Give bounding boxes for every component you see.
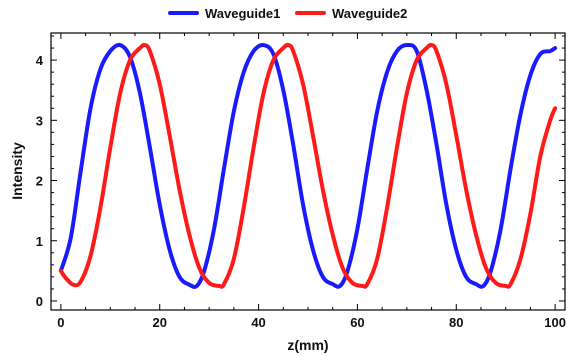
legend-label-waveguide1: Waveguide1 [205,6,280,21]
y-axis-label: Intensity [9,142,25,200]
series-lines [58,42,558,289]
tick-labels: 0 20 40 60 80 100 0 1 2 3 4 [36,53,566,330]
legend-label-waveguide2: Waveguide2 [332,6,407,21]
y-tick-label: 3 [36,113,43,128]
series-line-waveguide1 [58,42,558,289]
x-axis-label: z(mm) [287,337,328,353]
x-tick-label: 80 [449,315,463,330]
x-tick-label: 0 [57,315,64,330]
y-tick-label: 2 [36,174,43,189]
x-tick-label: 100 [544,315,566,330]
legend: Waveguide1 Waveguide2 [168,6,407,21]
axis-ticks [51,33,565,310]
y-tick-label: 4 [36,53,44,68]
x-tick-label: 60 [350,315,364,330]
y-tick-label: 1 [36,234,43,249]
y-tick-label: 0 [36,294,43,309]
series-line-waveguide2 [58,42,558,289]
x-tick-label: 20 [152,315,166,330]
x-tick-label: 40 [251,315,265,330]
